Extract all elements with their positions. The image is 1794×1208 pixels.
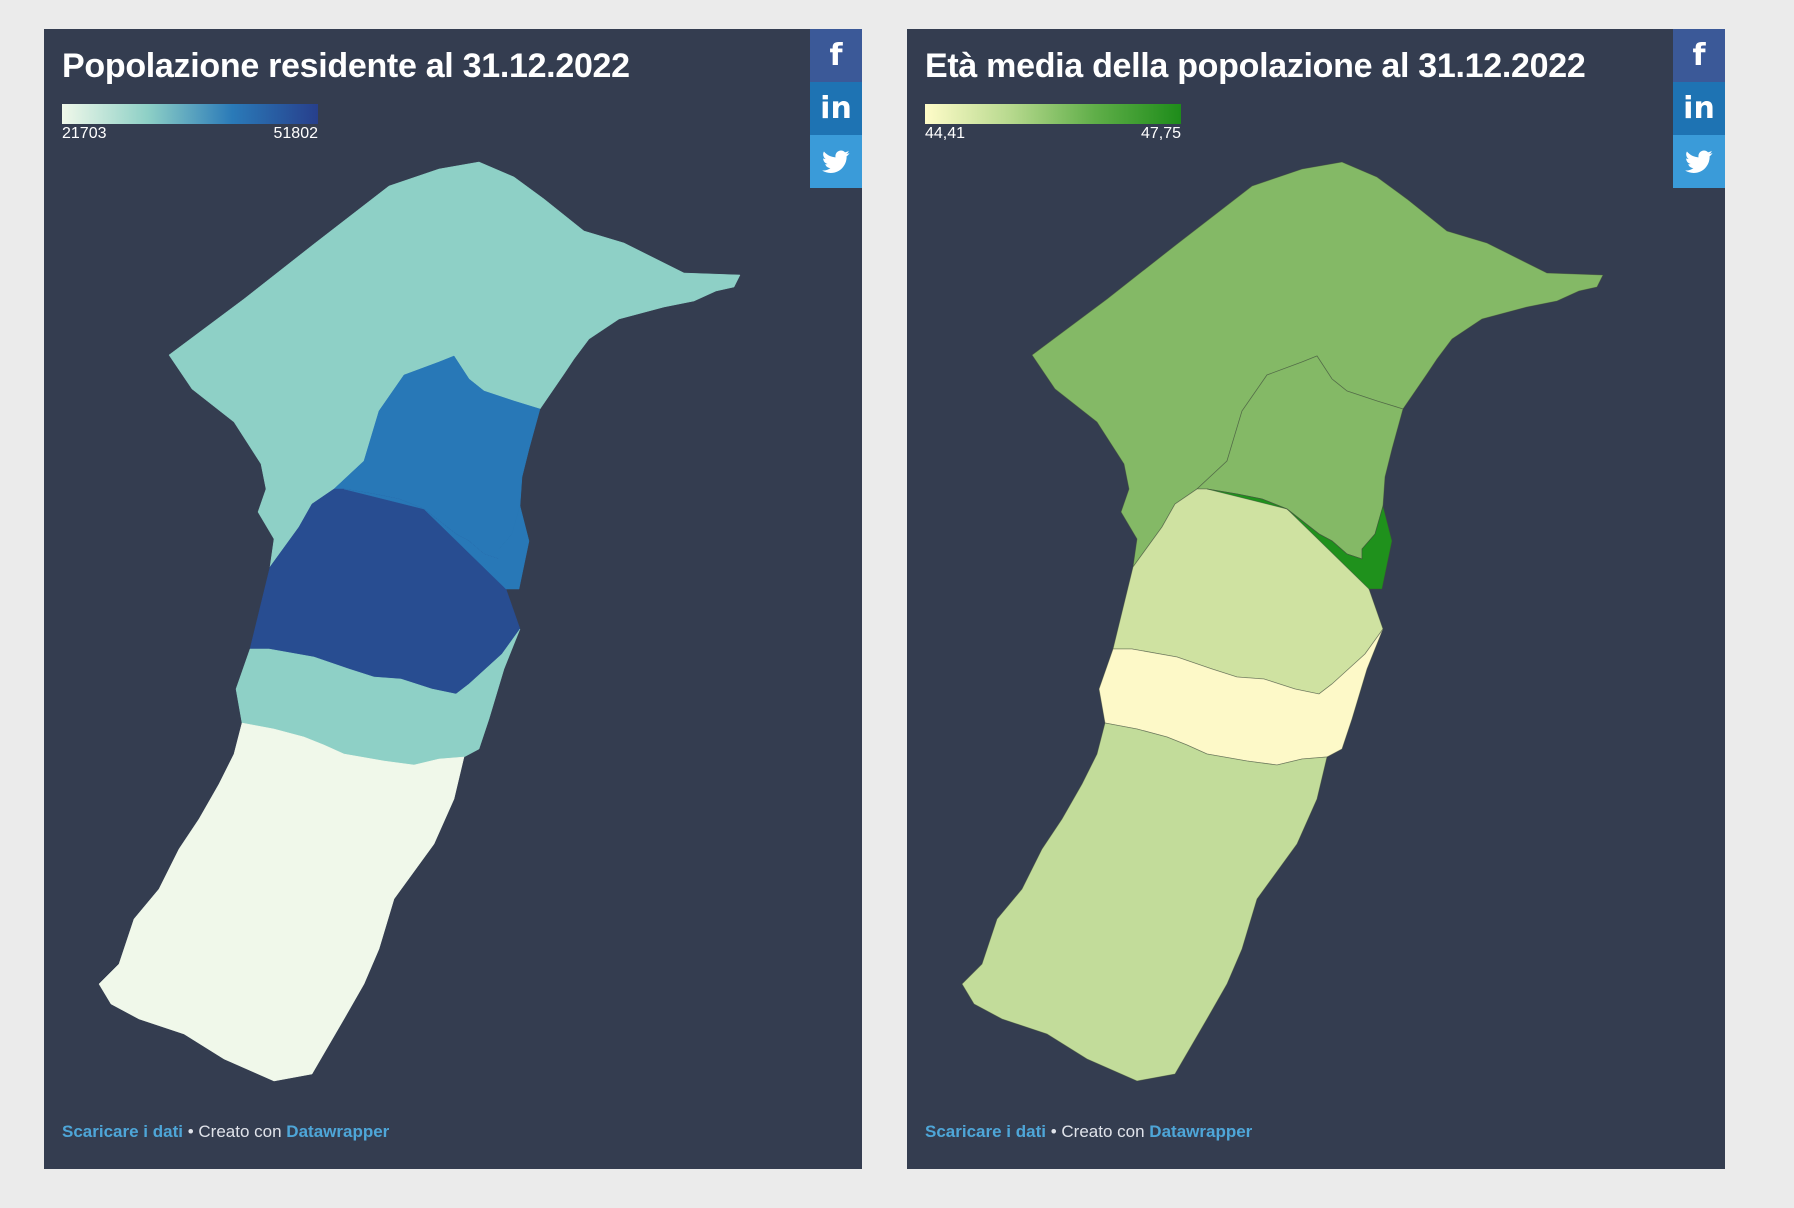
footer-separator: • [187,1122,194,1141]
facebook-icon: f [1692,38,1706,73]
linkedin-icon: in [820,91,852,126]
map-region-east [343,488,530,590]
chart-footer: Scaricare i dati • Creato con Datawrappe… [62,1122,389,1142]
share-buttons: f in [810,29,862,188]
legend-gradient-bar [62,104,318,124]
created-with-text: Creato con [1061,1122,1145,1141]
average-age-map [961,161,1604,1082]
population-map [98,161,741,1082]
linkedin-share-button[interactable]: in [810,82,862,135]
map-region-north [168,161,741,568]
created-with-text: Creato con [198,1122,282,1141]
legend-min-label: 21703 [62,125,107,142]
share-buttons: f in [1673,29,1725,188]
map-region-north [1031,161,1604,568]
twitter-share-button[interactable] [810,135,862,188]
twitter-share-button[interactable] [1673,135,1725,188]
linkedin-share-button[interactable]: in [1673,82,1725,135]
footer-separator: • [1050,1122,1057,1141]
chart-title: Popolazione residente al 31.12.2022 [62,47,630,85]
facebook-share-button[interactable]: f [810,29,862,82]
chart-footer: Scaricare i dati • Creato con Datawrappe… [925,1122,1252,1142]
datawrapper-link[interactable]: Datawrapper [286,1122,390,1141]
twitter-icon [822,149,850,173]
map-card-average-age: Età media della popolazione al 31.12.202… [907,29,1725,1169]
legend-gradient-bar [925,104,1181,124]
legend-min-label: 44,41 [925,125,966,142]
datawrapper-link[interactable]: Datawrapper [1149,1122,1253,1141]
legend-max-label: 47,75 [1140,125,1181,142]
color-legend: 44,41 47,75 [925,104,1181,143]
linkedin-icon: in [1683,91,1715,126]
legend-max-label: 51802 [273,125,319,142]
download-data-link[interactable]: Scaricare i dati [925,1122,1046,1141]
twitter-icon [1685,149,1713,173]
chart-title: Età media della popolazione al 31.12.202… [925,47,1586,85]
map-region-south [961,722,1328,1082]
map-region-east [1206,488,1393,590]
map-card-population: Popolazione residente al 31.12.2022 2170… [44,29,862,1169]
map-region-south [98,722,465,1082]
color-legend: 21703 51802 [62,104,318,143]
facebook-share-button[interactable]: f [1673,29,1725,82]
facebook-icon: f [829,38,843,73]
download-data-link[interactable]: Scaricare i dati [62,1122,183,1141]
